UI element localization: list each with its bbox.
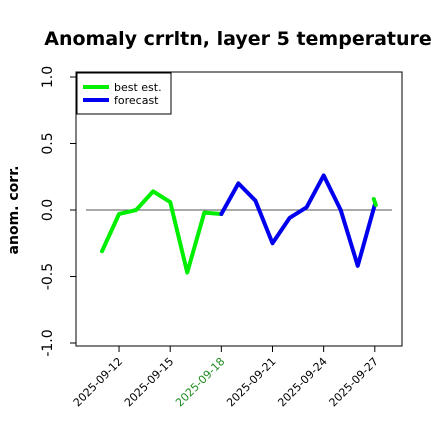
legend: best est.forecast (76, 72, 172, 115)
series-line-1 (219, 173, 377, 268)
y-tick-label: -1.0 (40, 329, 56, 356)
y-tick-label: 0.5 (40, 132, 56, 154)
chart-title: Anomaly crrltn, layer 5 temperature (44, 28, 432, 50)
series-layer (100, 173, 378, 275)
x-tick-label: 2025-09-15 (122, 355, 176, 409)
legend-label: best est. (114, 81, 162, 94)
x-tick-label: 2025-09-24 (275, 355, 329, 409)
x-axis: 2025-09-122025-09-152025-09-182025-09-21… (71, 346, 381, 409)
plot-frame (75, 71, 403, 347)
y-axis-label: anom. corr. (6, 166, 22, 255)
legend-box (76, 72, 172, 115)
x-tick-label: 2025-09-18 (173, 355, 227, 409)
y-axis: -1.0 -0.5 0.0 0.5 1.0 (40, 66, 76, 357)
x-tick-label: 2025-09-21 (224, 355, 278, 409)
y-tick-label: 1.0 (40, 66, 56, 88)
x-tick-label: 2025-09-12 (71, 355, 125, 409)
series-point-2 (371, 197, 378, 208)
y-tick-label: -0.5 (40, 263, 56, 290)
x-tick-label: 2025-09-27 (327, 355, 381, 409)
series-line-0 (100, 189, 224, 275)
y-tick-label: 0.0 (40, 199, 56, 221)
legend-label: forecast (114, 94, 159, 107)
